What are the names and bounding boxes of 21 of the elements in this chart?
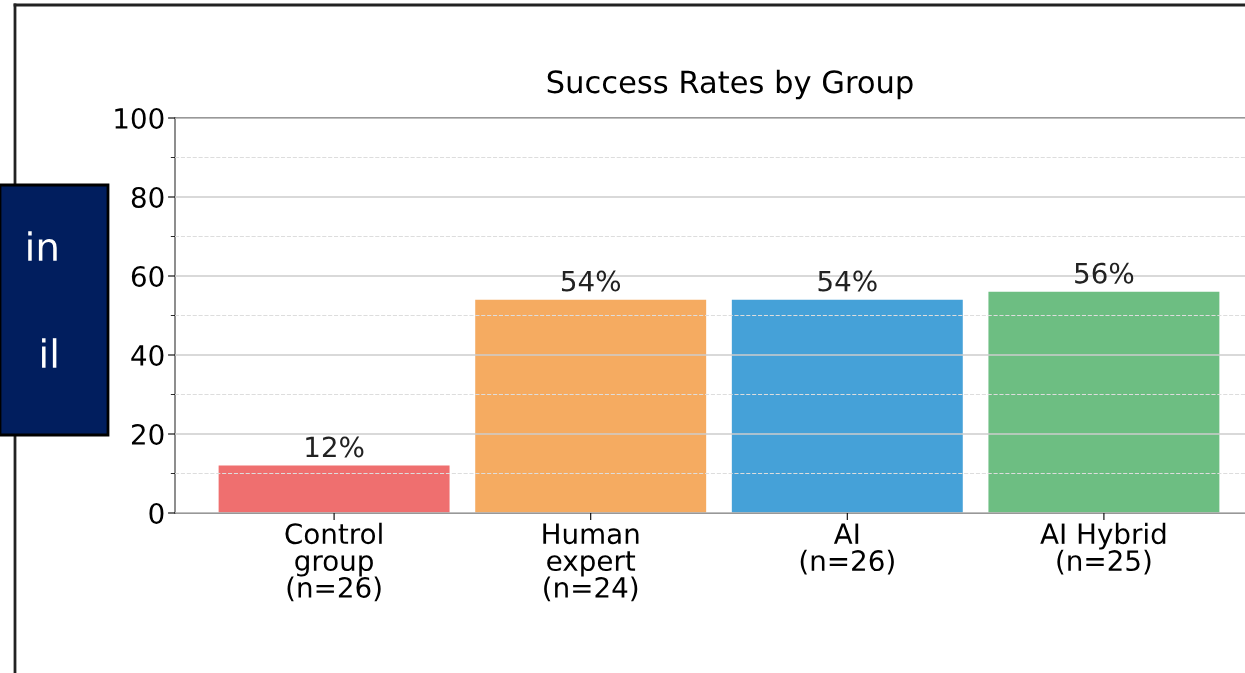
bar (731, 299, 963, 513)
bar (988, 291, 1220, 513)
y-tick-label: 0 (149, 502, 164, 524)
y-tick-label: 100 (115, 107, 164, 129)
data-label: 56% (1075, 262, 1134, 284)
data-label: 54% (561, 270, 621, 292)
chart-title: Success Rates by Group (547, 69, 913, 100)
y-tick-label: 80 (131, 186, 164, 208)
data-label: 54% (818, 270, 877, 292)
data-label: 12% (306, 436, 364, 458)
y-tick-label: 40 (131, 344, 164, 366)
x-tick-label: AI (n=26) (800, 523, 894, 575)
text: in (28, 231, 57, 261)
x-tick-label: Human expert (n=24) (543, 523, 639, 602)
bar (218, 465, 450, 513)
x-tick-label: Control group (n=26) (285, 522, 382, 602)
y-tick-label: 60 (131, 265, 164, 287)
text: il (42, 338, 57, 368)
y-tick-label: 20 (131, 423, 164, 445)
bar (475, 299, 707, 513)
x-tick-label: AI Hybrid (n=25) (1040, 522, 1166, 575)
